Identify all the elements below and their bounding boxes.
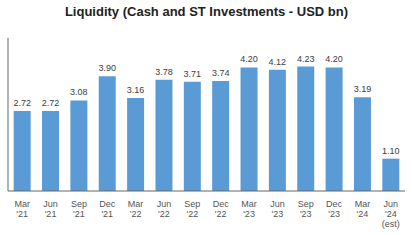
svg-text:Dec'23: Dec'23	[326, 199, 343, 219]
svg-text:2.72: 2.72	[42, 98, 60, 108]
svg-text:Mar'22: Mar'22	[128, 199, 144, 219]
svg-text:Mar'23: Mar'23	[241, 199, 257, 219]
svg-text:Jun'21: Jun'21	[43, 199, 58, 219]
svg-text:4.20: 4.20	[325, 54, 343, 64]
svg-text:Sep'23: Sep'23	[298, 199, 314, 219]
svg-text:1.10: 1.10	[382, 146, 400, 156]
svg-text:Mar'21: Mar'21	[14, 199, 30, 219]
svg-text:3.90: 3.90	[98, 63, 116, 73]
svg-text:4.20: 4.20	[240, 54, 258, 64]
html-text:Liquidity (Cash and ST Investm: Liquidity (Cash and ST Investments - USD…	[64, 4, 349, 19]
svg-text:Jun'24(est): Jun'24(est)	[382, 199, 400, 229]
svg-text:4.12: 4.12	[269, 57, 287, 67]
svg-text:4.23: 4.23	[297, 54, 315, 64]
svg-text:3.19: 3.19	[354, 84, 372, 94]
svg-text:Sep'21: Sep'21	[71, 199, 87, 219]
svg-text:Dec'22: Dec'22	[213, 199, 230, 219]
svg-text:Jun'23: Jun'23	[270, 199, 285, 219]
svg-text:3.16: 3.16	[127, 85, 145, 95]
svg-text:Dec'21: Dec'21	[99, 199, 116, 219]
svg-text:2.72: 2.72	[13, 98, 31, 108]
svg-text:3.78: 3.78	[155, 67, 173, 77]
svg-text:3.74: 3.74	[212, 68, 230, 78]
svg-text:Mar'24: Mar'24	[355, 199, 371, 219]
svg-text:3.71: 3.71	[184, 69, 202, 79]
svg-text:Sep'22: Sep'22	[184, 199, 200, 219]
svg-text:3.08: 3.08	[70, 87, 88, 97]
svg-text:Jun'22: Jun'22	[157, 199, 172, 219]
